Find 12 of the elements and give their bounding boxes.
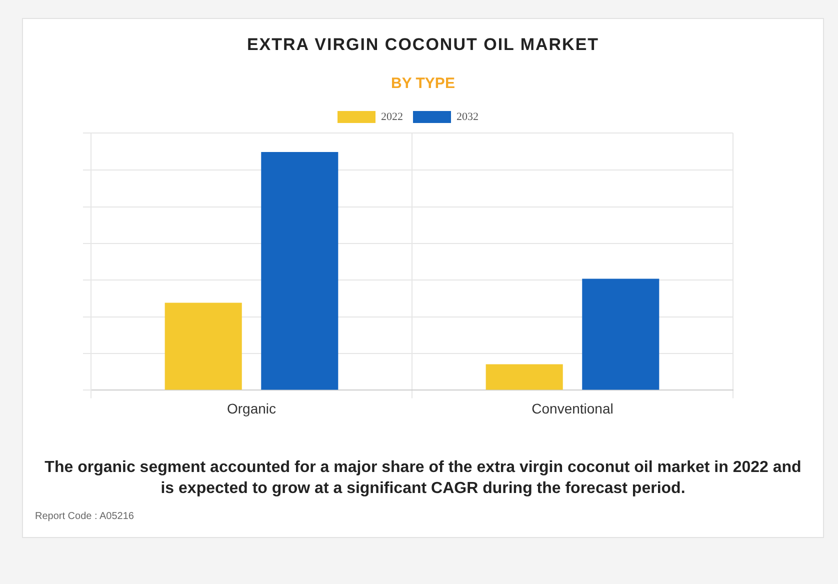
bar: [486, 364, 563, 390]
x-tick-label: Organic: [226, 400, 276, 416]
legend-label: 2022: [381, 110, 403, 123]
text: The organic segment accounted for a major share of the extra virgin coconut oil market in 2022 and is expected to grow at a significant CAGR during the forecast period.: [44, 458, 802, 499]
legend-label: 2032: [456, 110, 478, 123]
text: Report Code : A05216: [35, 511, 134, 522]
bar: [582, 278, 660, 390]
bar: [164, 302, 242, 390]
chart-subtitle: BY TYPE: [390, 75, 456, 92]
bar: [261, 152, 338, 390]
x-tick-label: Conventional: [532, 400, 614, 416]
chart-title: EXTRA VIRGIN COCONUT OIL MARKET: [246, 35, 600, 55]
